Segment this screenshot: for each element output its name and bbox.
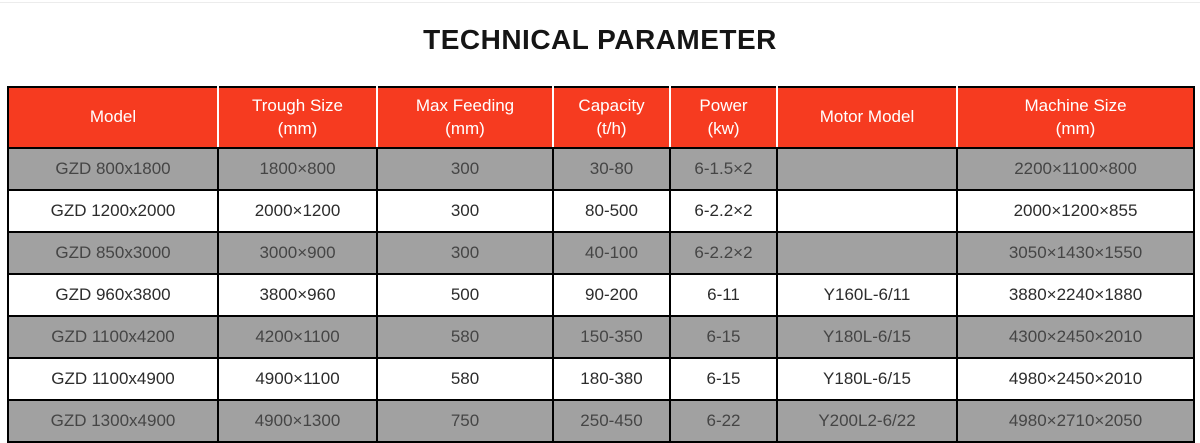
cell-power: 6-15 [669, 357, 778, 401]
cell-trough-size: 4900×1100 [217, 357, 378, 401]
table-row: GZD 800x1800 1800×800 300 30-80 6-1.5×2 2200×… [7, 147, 1195, 191]
top-divider [0, 2, 1200, 3]
header-cell-model: Model [8, 87, 218, 149]
cell-motor-model [776, 189, 958, 233]
header-cell-motor-model: Motor Model [776, 87, 957, 149]
cell-motor-model: Y200L2-6/22 [776, 399, 958, 443]
cell-trough-size: 3800×960 [217, 273, 378, 317]
cell-max-feeding: 300 [376, 147, 554, 191]
cell-model: GZD 960x3800 [7, 273, 219, 317]
cell-motor-model: Y160L-6/11 [776, 273, 958, 317]
cell-capacity: 180-380 [552, 357, 671, 401]
cell-trough-size: 4900×1300 [217, 399, 378, 443]
cell-model: GZD 1100x4200 [7, 315, 219, 359]
table-row: GZD 1100x4900 4900×1100 580 180-380 6-15 Y180… [7, 357, 1195, 401]
cell-machine-size: 2000×1200×855 [956, 189, 1195, 233]
cell-trough-size: 2000×1200 [217, 189, 378, 233]
cell-capacity: 250-450 [552, 399, 671, 443]
cell-machine-size: 4980×2450×2010 [956, 357, 1195, 401]
cell-model: GZD 1300x4900 [7, 399, 219, 443]
cell-machine-size: 4300×2450×2010 [956, 315, 1195, 359]
cell-max-feeding: 580 [376, 357, 554, 401]
cell-model: GZD 800x1800 [7, 147, 219, 191]
header-cell-machine-size: Machine Size (mm) [956, 87, 1194, 149]
cell-capacity: 150-350 [552, 315, 671, 359]
table-row: GZD 1200x2000 2000×1200 300 80-500 6-2.2×2 20… [7, 189, 1195, 233]
cell-capacity: 90-200 [552, 273, 671, 317]
cell-capacity: 40-100 [552, 231, 671, 275]
header-cell-capacity: Capacity (t/h) [552, 87, 670, 149]
technical-parameter-table: Model Trough Size (mm) Max Feeding (mm) Cap… [7, 86, 1195, 443]
cell-trough-size: 3000×900 [217, 231, 378, 275]
cell-motor-model: Y180L-6/15 [776, 357, 958, 401]
cell-max-feeding: 300 [376, 189, 554, 233]
cell-motor-model [776, 147, 958, 191]
cell-machine-size: 3050×1430×1550 [956, 231, 1195, 275]
table-row: GZD 1100x4200 4200×1100 580 150-350 6-15 Y180… [7, 315, 1195, 359]
cell-capacity: 30-80 [552, 147, 671, 191]
table-row: GZD 960x3800 3800×960 500 90-200 6-11 Y160L-6… [7, 273, 1195, 317]
cell-power: 6-22 [669, 399, 778, 443]
cell-max-feeding: 500 [376, 273, 554, 317]
header-cell-max-feeding: Max Feeding (mm) [376, 87, 553, 149]
cell-model: GZD 850x3000 [7, 231, 219, 275]
cell-capacity: 80-500 [552, 189, 671, 233]
cell-trough-size: 4200×1100 [217, 315, 378, 359]
cell-machine-size: 3880×2240×1880 [956, 273, 1195, 317]
cell-max-feeding: 750 [376, 399, 554, 443]
cell-power: 6-2.2×2 [669, 231, 778, 275]
page-title: TECHNICAL PARAMETER [423, 24, 777, 55]
cell-machine-size: 2200×1100×800 [956, 147, 1195, 191]
cell-max-feeding: 580 [376, 315, 554, 359]
cell-power: 6-11 [669, 273, 778, 317]
cell-model: GZD 1100x4900 [7, 357, 219, 401]
cell-machine-size: 4980×2710×2050 [956, 399, 1195, 443]
table-row: GZD 850x3000 3000×900 300 40-100 6-2.2×2 3050… [7, 231, 1195, 275]
cell-model: GZD 1200x2000 [7, 189, 219, 233]
cell-power: 6-1.5×2 [669, 147, 778, 191]
table-row: GZD 1300x4900 4900×1300 750 250-450 6-22 Y200… [7, 399, 1195, 443]
cell-motor-model [776, 231, 958, 275]
cell-motor-model: Y180L-6/15 [776, 315, 958, 359]
cell-power: 6-15 [669, 315, 778, 359]
cell-trough-size: 1800×800 [217, 147, 378, 191]
table-body: GZD 800x1800 1800×800 300 30-80 6-1.5×2 2200×… [7, 147, 1195, 443]
header-row: Model Trough Size (mm) Max Feeding (mm) Cap… [8, 87, 1194, 149]
cell-power: 6-2.2×2 [669, 189, 778, 233]
cell-max-feeding: 300 [376, 231, 554, 275]
table-header: Model Trough Size (mm) Max Feeding (mm) Cap… [8, 87, 1194, 149]
header-cell-power: Power (kw) [669, 87, 777, 149]
header-cell-trough-size: Trough Size (mm) [217, 87, 377, 149]
